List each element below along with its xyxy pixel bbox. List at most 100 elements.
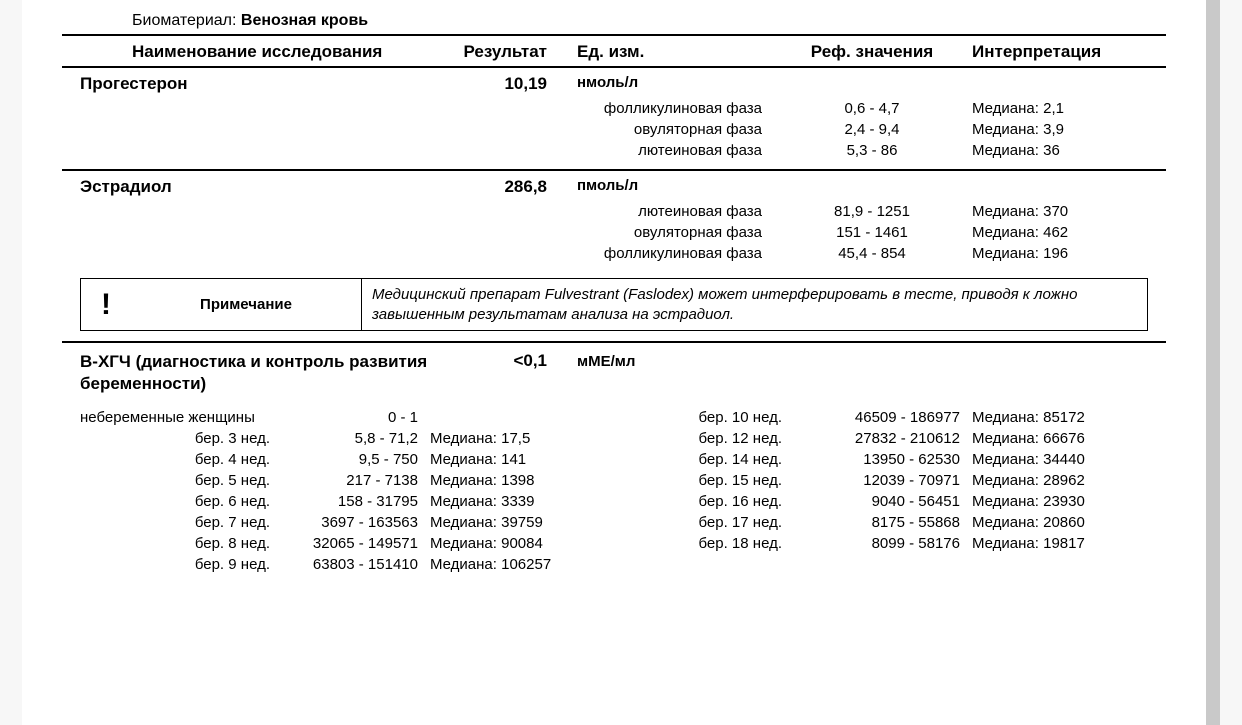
hcg-range: 9,5 - 750 bbox=[280, 451, 430, 468]
progesterone-phases: фолликулиновая фаза0,6 - 4,7Медиана: 2,1… bbox=[62, 98, 1166, 161]
hcg-median bbox=[430, 409, 622, 426]
hcg-range: 0 - 1 bbox=[280, 409, 430, 426]
phase-label: фолликулиновая фаза bbox=[567, 100, 782, 117]
test-unit: пмоль/л bbox=[567, 177, 782, 197]
hcg-week-label: бер. 10 нед. bbox=[662, 409, 792, 426]
hcg-median: Медиана: 3339 bbox=[430, 493, 622, 510]
hcg-median: Медиана: 141 bbox=[430, 451, 622, 468]
hcg-range: 217 - 7138 bbox=[280, 472, 430, 489]
phase-ref: 151 - 1461 bbox=[782, 224, 962, 241]
hcg-week-label: бер. 12 нед. bbox=[662, 430, 792, 447]
hcg-left-column: небеременные женщины0 - 1бер. 3 нед.5,8 … bbox=[62, 407, 622, 575]
hcg-range: 8099 - 58176 bbox=[792, 535, 972, 552]
hcg-median: Медиана: 34440 bbox=[972, 451, 1166, 468]
hcg-week-label: бер. 15 нед. bbox=[662, 472, 792, 489]
phase-interp: Медиана: 462 bbox=[962, 224, 1166, 241]
hcg-week-label: бер. 16 нед. bbox=[662, 493, 792, 510]
biomaterial: Биоматериал: Венозная кровь bbox=[62, 12, 1166, 34]
hcg-range: 12039 - 70971 bbox=[792, 472, 972, 489]
hcg-median: Медиана: 17,5 bbox=[430, 430, 622, 447]
phase-label: овуляторная фаза bbox=[567, 121, 782, 138]
note-label: Примечание bbox=[131, 279, 362, 330]
phase-interp: Медиана: 2,1 bbox=[962, 100, 1166, 117]
hcg-range: 13950 - 62530 bbox=[792, 451, 972, 468]
hcg-median: Медиана: 106257 bbox=[430, 556, 622, 573]
hcg-ref-row: бер. 16 нед.9040 - 56451Медиана: 23930 bbox=[662, 491, 1166, 512]
hcg-right-column: бер. 10 нед.46509 - 186977Медиана: 85172… bbox=[622, 407, 1166, 575]
hcg-ref-row: бер. 7 нед.3697 - 163563Медиана: 39759 bbox=[80, 512, 622, 533]
col-name: Наименование исследования bbox=[62, 42, 447, 62]
hcg-week-label: бер. 9 нед. bbox=[80, 556, 280, 573]
hcg-week-label: бер. 3 нед. bbox=[80, 430, 280, 447]
hcg-median: Медиана: 39759 bbox=[430, 514, 622, 531]
lab-report: Биоматериал: Венозная кровь Наименование… bbox=[22, 0, 1220, 725]
col-ref: Реф. значения bbox=[782, 42, 962, 62]
hcg-ref-row: бер. 5 нед.217 - 7138Медиана: 1398 bbox=[80, 470, 622, 491]
hcg-ref-row: бер. 17 нед.8175 - 55868Медиана: 20860 bbox=[662, 512, 1166, 533]
phase-label: лютеиновая фаза bbox=[567, 203, 782, 220]
test-hcg: В-ХГЧ (диагностика и контроль развития б… bbox=[62, 343, 1166, 403]
hcg-week-label: небеременные женщины bbox=[80, 409, 280, 426]
phase-ref: 0,6 - 4,7 bbox=[782, 100, 962, 117]
phase-row: фолликулиновая фаза0,6 - 4,7Медиана: 2,1 bbox=[62, 98, 1166, 119]
phase-interp: Медиана: 36 bbox=[962, 142, 1166, 159]
note-text: Медицинский препарат Fulvestrant (Faslod… bbox=[362, 279, 1147, 330]
note-box: ! Примечание Медицинский препарат Fulves… bbox=[80, 278, 1148, 331]
col-unit: Ед. изм. bbox=[567, 42, 782, 62]
hcg-ref-row: бер. 4 нед.9,5 - 750Медиана: 141 bbox=[80, 449, 622, 470]
phase-row: лютеиновая фаза5,3 - 86Медиана: 36 bbox=[62, 140, 1166, 161]
hcg-week-label: бер. 5 нед. bbox=[80, 472, 280, 489]
hcg-median: Медиана: 66676 bbox=[972, 430, 1166, 447]
hcg-median: Медиана: 23930 bbox=[972, 493, 1166, 510]
biomaterial-label: Биоматериал: bbox=[132, 12, 236, 29]
phase-label: фолликулиновая фаза bbox=[567, 245, 782, 262]
test-name: Прогестерон bbox=[62, 74, 447, 94]
hcg-ref-row: бер. 9 нед.63803 - 151410Медиана: 106257 bbox=[80, 554, 622, 575]
hcg-ref-row: небеременные женщины0 - 1 bbox=[80, 407, 622, 428]
hcg-median: Медиана: 28962 bbox=[972, 472, 1166, 489]
test-name: В-ХГЧ (диагностика и контроль развития б… bbox=[62, 351, 447, 395]
hcg-median: Медиана: 20860 bbox=[972, 514, 1166, 531]
hcg-range: 46509 - 186977 bbox=[792, 409, 972, 426]
hcg-week-label: бер. 8 нед. bbox=[80, 535, 280, 552]
hcg-median: Медиана: 1398 bbox=[430, 472, 622, 489]
hcg-range: 8175 - 55868 bbox=[792, 514, 972, 531]
hcg-median: Медиана: 19817 bbox=[972, 535, 1166, 552]
hcg-ref-row: бер. 6 нед.158 - 31795Медиана: 3339 bbox=[80, 491, 622, 512]
hcg-ref-row: бер. 12 нед.27832 - 210612Медиана: 66676 bbox=[662, 428, 1166, 449]
hcg-range: 9040 - 56451 bbox=[792, 493, 972, 510]
hcg-range: 32065 - 149571 bbox=[280, 535, 430, 552]
hcg-range: 158 - 31795 bbox=[280, 493, 430, 510]
hcg-ref-row: бер. 18 нед.8099 - 58176Медиана: 19817 bbox=[662, 533, 1166, 554]
phase-row: фолликулиновая фаза45,4 - 854Медиана: 19… bbox=[62, 243, 1166, 264]
estradiol-phases: лютеиновая фаза81,9 - 1251Медиана: 370ов… bbox=[62, 201, 1166, 264]
hcg-median: Медиана: 85172 bbox=[972, 409, 1166, 426]
test-unit: мМЕ/мл bbox=[567, 351, 782, 395]
phase-ref: 2,4 - 9,4 bbox=[782, 121, 962, 138]
test-result: 286,8 bbox=[447, 177, 567, 197]
hcg-median: Медиана: 90084 bbox=[430, 535, 622, 552]
hcg-week-label: бер. 17 нед. bbox=[662, 514, 792, 531]
test-result: <0,1 bbox=[447, 351, 567, 395]
hcg-range: 27832 - 210612 bbox=[792, 430, 972, 447]
hcg-ref-row: бер. 10 нед.46509 - 186977Медиана: 85172 bbox=[662, 407, 1166, 428]
col-result: Результат bbox=[447, 42, 567, 62]
phase-interp: Медиана: 196 bbox=[962, 245, 1166, 262]
phase-row: овуляторная фаза151 - 1461Медиана: 462 bbox=[62, 222, 1166, 243]
hcg-week-label: бер. 14 нед. bbox=[662, 451, 792, 468]
hcg-range: 3697 - 163563 bbox=[280, 514, 430, 531]
phase-ref: 45,4 - 854 bbox=[782, 245, 962, 262]
table-header: Наименование исследования Результат Ед. … bbox=[62, 34, 1166, 68]
phase-row: лютеиновая фаза81,9 - 1251Медиана: 370 bbox=[62, 201, 1166, 222]
test-progesterone: Прогестерон 10,19 нмоль/л bbox=[62, 68, 1166, 98]
hcg-ref-row: бер. 8 нед.32065 - 149571Медиана: 90084 bbox=[80, 533, 622, 554]
phase-ref: 81,9 - 1251 bbox=[782, 203, 962, 220]
hcg-week-label: бер. 6 нед. bbox=[80, 493, 280, 510]
hcg-ref-row: бер. 14 нед.13950 - 62530Медиана: 34440 bbox=[662, 449, 1166, 470]
hcg-ref-row: бер. 15 нед.12039 - 70971Медиана: 28962 bbox=[662, 470, 1166, 491]
hcg-range: 63803 - 151410 bbox=[280, 556, 430, 573]
test-unit: нмоль/л bbox=[567, 74, 782, 94]
phase-interp: Медиана: 370 bbox=[962, 203, 1166, 220]
hcg-week-label: бер. 18 нед. bbox=[662, 535, 792, 552]
test-result: 10,19 bbox=[447, 74, 567, 94]
